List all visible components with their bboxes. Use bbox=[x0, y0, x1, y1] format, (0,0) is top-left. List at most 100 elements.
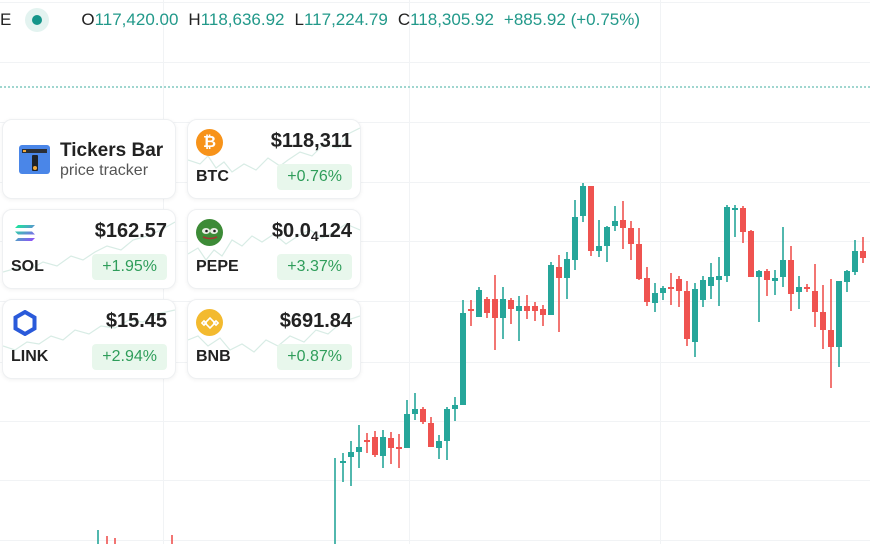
candle[interactable] bbox=[772, 270, 778, 295]
candle[interactable] bbox=[340, 453, 346, 482]
candle[interactable] bbox=[836, 281, 842, 367]
chainlink-icon bbox=[11, 309, 38, 336]
candle[interactable] bbox=[668, 273, 674, 305]
candle[interactable] bbox=[828, 279, 834, 388]
candle[interactable] bbox=[500, 287, 506, 339]
candle[interactable] bbox=[604, 226, 610, 262]
candle[interactable] bbox=[860, 237, 866, 263]
candle[interactable] bbox=[660, 286, 666, 300]
ticker-card-pepe[interactable]: $0.04124 PEPE +3.37% bbox=[187, 209, 361, 289]
ticker-change-badge: +1.95% bbox=[92, 254, 167, 280]
ticker-symbol: BNB bbox=[196, 348, 231, 365]
brand-title: Tickers Bar bbox=[60, 140, 164, 161]
candle[interactable] bbox=[540, 305, 546, 326]
candle[interactable] bbox=[796, 276, 802, 309]
candle[interactable] bbox=[700, 276, 706, 307]
candle[interactable] bbox=[812, 264, 818, 327]
candle[interactable] bbox=[596, 220, 602, 257]
candle[interactable] bbox=[548, 262, 554, 315]
candle[interactable] bbox=[380, 430, 386, 468]
candle[interactable] bbox=[412, 393, 418, 420]
candle[interactable] bbox=[396, 434, 402, 468]
candle[interactable] bbox=[588, 186, 594, 256]
candle[interactable] bbox=[104, 536, 110, 544]
high-value: 118,636.92 bbox=[200, 10, 285, 29]
candle[interactable] bbox=[356, 425, 362, 468]
close-value: 118,305.92 bbox=[410, 10, 494, 29]
candle[interactable] bbox=[788, 246, 794, 311]
candle[interactable] bbox=[460, 300, 466, 405]
open-value: 117,420.00 bbox=[94, 10, 179, 29]
tickers-bar-brand-card[interactable]: Tickers Bar price tracker bbox=[2, 119, 176, 199]
candle[interactable] bbox=[764, 269, 770, 296]
candle[interactable] bbox=[468, 300, 474, 326]
ticker-card-bnb[interactable]: $691.84 BNB +0.87% bbox=[187, 299, 361, 379]
ticker-change-badge: +2.94% bbox=[92, 344, 167, 370]
candle[interactable] bbox=[404, 400, 410, 448]
candle[interactable] bbox=[852, 240, 858, 275]
candle[interactable] bbox=[620, 201, 626, 249]
ticker-change-badge: +0.76% bbox=[277, 164, 352, 190]
candle[interactable] bbox=[364, 433, 370, 453]
candle[interactable] bbox=[112, 538, 118, 544]
market-status-indicator[interactable] bbox=[25, 8, 50, 32]
candle[interactable] bbox=[95, 530, 101, 544]
price-suffix: 124 bbox=[318, 220, 352, 242]
candle[interactable] bbox=[444, 407, 450, 460]
candle[interactable] bbox=[476, 287, 482, 317]
bitcoin-icon: ₿ bbox=[196, 129, 223, 156]
candle[interactable] bbox=[612, 206, 618, 231]
candle[interactable] bbox=[348, 441, 354, 486]
ticker-card-btc[interactable]: ₿ $118,311 BTC +0.76% bbox=[187, 119, 361, 199]
candle[interactable] bbox=[532, 302, 538, 321]
candle[interactable] bbox=[756, 270, 762, 322]
ticker-card-sol[interactable]: $162.57 SOL +1.95% bbox=[2, 209, 176, 289]
candle[interactable] bbox=[428, 417, 434, 447]
candle[interactable] bbox=[484, 297, 490, 318]
ticker-change-badge: +0.87% bbox=[277, 344, 352, 370]
high-label: H bbox=[188, 10, 201, 29]
candle[interactable] bbox=[524, 295, 530, 319]
candle[interactable] bbox=[716, 257, 722, 306]
candle[interactable] bbox=[332, 458, 338, 544]
solana-icon bbox=[11, 219, 38, 246]
ticker-symbol: LINK bbox=[11, 348, 49, 365]
candle[interactable] bbox=[436, 435, 442, 459]
candle[interactable] bbox=[372, 431, 378, 457]
candle[interactable] bbox=[420, 407, 426, 424]
candle[interactable] bbox=[644, 267, 650, 306]
change-value: +885.92 (+0.75%) bbox=[503, 10, 641, 29]
candle[interactable] bbox=[564, 252, 570, 299]
candle[interactable] bbox=[804, 284, 810, 292]
candle[interactable] bbox=[556, 255, 562, 332]
candle[interactable] bbox=[748, 230, 754, 277]
candle[interactable] bbox=[572, 200, 578, 270]
candle[interactable] bbox=[452, 397, 458, 421]
candle[interactable] bbox=[780, 227, 786, 287]
candle[interactable] bbox=[732, 205, 738, 237]
candle[interactable] bbox=[580, 183, 586, 222]
candle[interactable] bbox=[740, 206, 746, 243]
candle[interactable] bbox=[652, 283, 658, 312]
ticker-card-link[interactable]: $15.45 LINK +2.94% bbox=[2, 299, 176, 379]
candle[interactable] bbox=[636, 228, 642, 280]
tickers-bar-app-icon bbox=[19, 145, 50, 174]
candle[interactable] bbox=[684, 281, 690, 346]
candle[interactable] bbox=[492, 275, 498, 350]
sparkline bbox=[188, 315, 360, 353]
candle[interactable] bbox=[508, 298, 514, 324]
close-label: C bbox=[397, 10, 411, 29]
candle[interactable] bbox=[676, 276, 682, 307]
ticker-symbol: PEPE bbox=[196, 258, 239, 275]
candle[interactable] bbox=[820, 285, 826, 349]
candle[interactable] bbox=[692, 283, 698, 357]
candle[interactable] bbox=[169, 535, 175, 544]
candle[interactable] bbox=[516, 296, 522, 341]
candle[interactable] bbox=[388, 432, 394, 464]
pepe-icon bbox=[196, 219, 223, 246]
candle[interactable] bbox=[708, 263, 714, 299]
candle[interactable] bbox=[844, 270, 850, 292]
candle[interactable] bbox=[724, 205, 730, 282]
candle[interactable] bbox=[628, 221, 634, 260]
ticker-symbol: BTC bbox=[196, 168, 229, 185]
